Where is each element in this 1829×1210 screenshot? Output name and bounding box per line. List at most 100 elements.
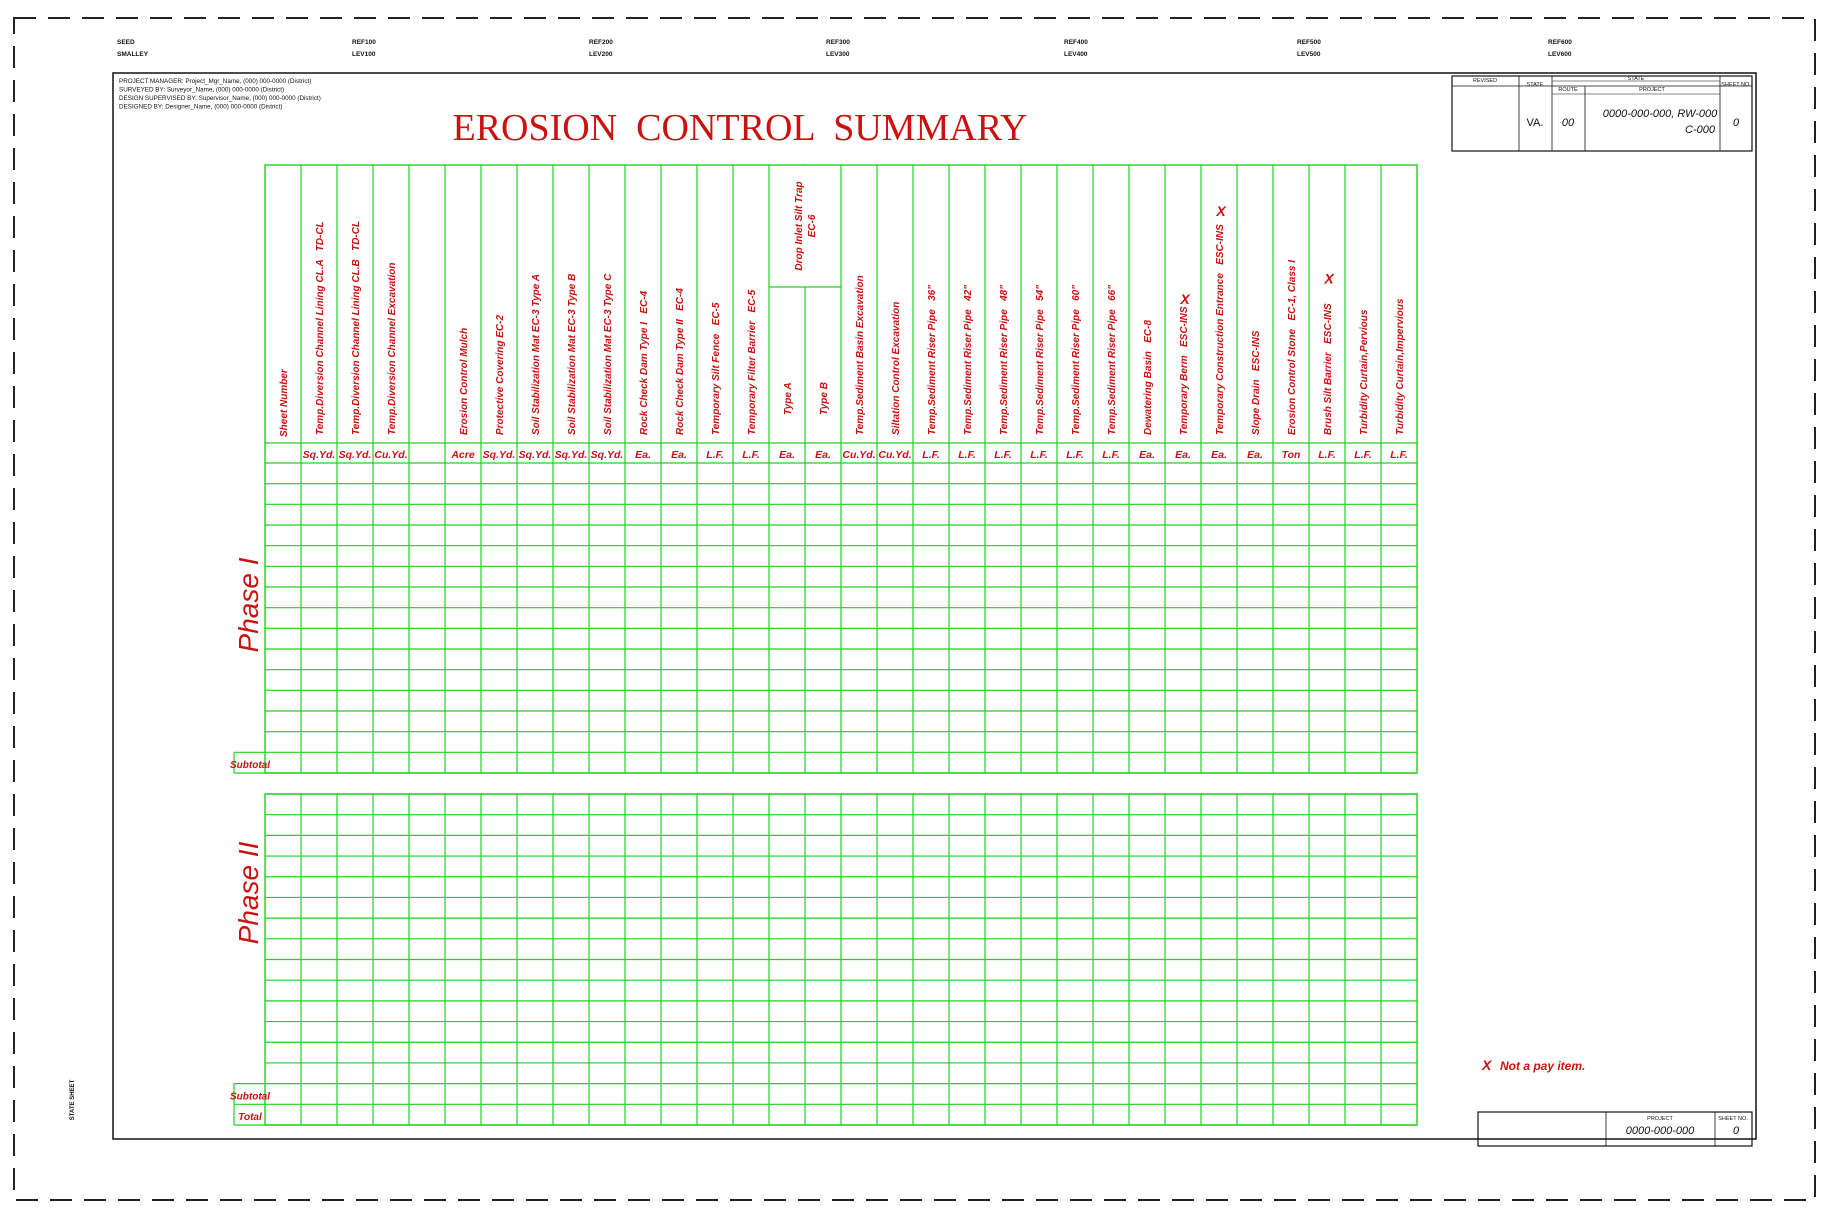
group-header-cover xyxy=(803,166,807,287)
unit-label: L.F. xyxy=(1318,449,1336,461)
unit-label: L.F. xyxy=(958,449,976,461)
state-value: VA. xyxy=(1527,117,1544,129)
project-info: PROJECT MANAGER: Project_Mgr_Name, (000)… xyxy=(119,78,321,111)
revised-label: REVISED xyxy=(1473,78,1497,84)
page-title: EROSION CONTROL SUMMARY xyxy=(453,107,1028,149)
x-mark-icon: X xyxy=(1323,270,1335,286)
group-header-title: Drop Inlet Silt Trap xyxy=(794,181,805,270)
unit-label: Cu.Yd. xyxy=(842,449,875,461)
unit-label: L.F. xyxy=(1354,449,1372,461)
ref-label: REF300 xyxy=(826,39,850,46)
ref-label: REF200 xyxy=(589,39,613,46)
bottom-sheet-no-value: 0 xyxy=(1733,1125,1740,1137)
column-header: Temp.Sediment Basin Excavation xyxy=(855,275,866,435)
ref-label: REF100 xyxy=(352,39,376,46)
level-label: LEV100 xyxy=(352,51,376,58)
unit-label: Cu.Yd. xyxy=(374,449,407,461)
unit-label: Cu.Yd. xyxy=(878,449,911,461)
column-header: Turbidity Curtain,Impervious xyxy=(1395,298,1406,435)
title-block: REVISED STATE STATE ROUTE PROJECT SHEET … xyxy=(1451,75,1753,152)
total-label: Total xyxy=(238,1112,262,1123)
unit-label: Ea. xyxy=(1247,449,1263,461)
column-header: Temporary Silt Fence EC-5 xyxy=(711,302,722,435)
project-value: 0000-000-000, RW-000 xyxy=(1603,108,1718,120)
column-header: Temp.Sediment Riser Pipe 60" xyxy=(1071,285,1082,435)
level-label: LEV600 xyxy=(1548,51,1572,58)
ref-label: SEED xyxy=(117,39,135,46)
unit-label: L.F. xyxy=(994,449,1012,461)
bottom-title-block: PROJECT SHEET NO. 0000-000-000 0 xyxy=(1477,1111,1753,1147)
x-mark-icon: X xyxy=(1481,1057,1493,1073)
x-mark-icon: X xyxy=(1179,291,1191,307)
column-header: Temp.Sediment Riser Pipe 36" xyxy=(927,285,938,435)
column-header: Soil Stabilization Mat EC-3 Type A xyxy=(531,274,542,435)
ref-label: REF400 xyxy=(1064,39,1088,46)
unit-label: Sq.Yd. xyxy=(591,449,624,461)
column-header: Rock Check Dam Type I EC-4 xyxy=(639,290,650,435)
dashed-border xyxy=(13,17,1816,1201)
subtotal-label: Subtotal xyxy=(230,760,270,771)
unit-label: Ea. xyxy=(671,449,687,461)
subtotal-label: Subtotal xyxy=(230,1091,270,1102)
unit-label: Ea. xyxy=(1211,449,1227,461)
note-text: Not a pay item. xyxy=(1500,1059,1585,1073)
level-label: LEV500 xyxy=(1297,51,1321,58)
sheet-no-label: SHEET NO. xyxy=(1721,82,1751,88)
column-header: Soil Stabilization Mat EC-3 Type C xyxy=(603,273,614,435)
column-header: Type B xyxy=(819,382,830,415)
level-label: LEV300 xyxy=(826,51,850,58)
bottom-project-value: 0000-000-000 xyxy=(1626,1125,1695,1137)
route-label: ROUTE xyxy=(1558,87,1578,93)
phase-1-label: Phase I xyxy=(233,557,264,652)
column-header: Temporary Construction Entrance ESC-INS xyxy=(1215,224,1226,435)
ref-label: REF600 xyxy=(1548,39,1572,46)
column-header: Dewatering Basin EC-8 xyxy=(1143,320,1154,435)
ref-label: REF500 xyxy=(1297,39,1321,46)
unit-label: Acre xyxy=(450,449,475,461)
column-header: Slope Drain ESC-INS xyxy=(1251,330,1262,435)
bottom-project-label: PROJECT xyxy=(1647,1116,1673,1122)
unit-label: L.F. xyxy=(742,449,760,461)
sheet-frame xyxy=(112,72,1757,1140)
reference-files: SEED SMALLEY REF100 LEV100 REF200 LEV200 REF30… xyxy=(117,39,1572,58)
column-header: Protective Covering EC-2 xyxy=(495,315,506,435)
unit-label: Sq.Yd. xyxy=(303,449,336,461)
column-header: Temporary Berm ESC-INS xyxy=(1179,306,1190,435)
level-label: LEV400 xyxy=(1064,51,1088,58)
project-value-line2: C-000 xyxy=(1685,124,1716,136)
phase-2-label: Phase II xyxy=(233,841,264,944)
column-header: Temp.Diversion Channel Lining CL.A TD-CL xyxy=(315,221,326,435)
unit-label: Sq.Yd. xyxy=(555,449,588,461)
unit-label: Ea. xyxy=(815,449,831,461)
project-info-line: DESIGN SUPERVISED BY: Supervisor_Name, (… xyxy=(119,95,321,102)
column-header: Soil Stabilization Mat EC-3 Type B xyxy=(567,274,578,435)
column-header: Turbidity Curtain,Pervious xyxy=(1359,309,1370,435)
column-header: Temp.Diversion Channel Lining CL.B TD-CL xyxy=(351,221,362,435)
column-header: Temp.Diversion Channel Excavation xyxy=(387,263,398,435)
unit-label: L.F. xyxy=(922,449,940,461)
sheet-no-value: 0 xyxy=(1733,117,1740,129)
column-header: Siltation Control Excavation xyxy=(891,302,902,435)
state-label: STATE xyxy=(1527,82,1544,88)
project-label: PROJECT xyxy=(1639,87,1665,93)
column-header: Temp.Sediment Riser Pipe 42" xyxy=(963,285,974,435)
column-header: Erosion Control Stone EC-1, Class I xyxy=(1287,260,1298,435)
unit-label: Ea. xyxy=(1175,449,1191,461)
route-value: 00 xyxy=(1562,117,1575,129)
level-label: SMALLEY xyxy=(117,51,149,58)
level-label: LEV200 xyxy=(589,51,613,58)
column-header: Temp.Sediment Riser Pipe 48" xyxy=(999,285,1010,435)
column-header: Temporary Filter Barrier EC-5 xyxy=(747,289,758,435)
side-stamp: STATE SHEET xyxy=(70,1079,76,1120)
column-header: Erosion Control Mulch xyxy=(459,328,470,435)
unit-label: L.F. xyxy=(706,449,724,461)
state-header-label: STATE xyxy=(1628,76,1645,82)
summary-table: Subtotal Subtotal Total Sheet Number Drop In… xyxy=(230,164,1418,1126)
group-header-code: EC-6 xyxy=(807,214,818,237)
x-mark-icon: X xyxy=(1215,203,1227,219)
unit-label: L.F. xyxy=(1390,449,1408,461)
unit-label: Sq.Yd. xyxy=(519,449,552,461)
unit-label: L.F. xyxy=(1102,449,1120,461)
column-header: Temp.Sediment Riser Pipe 54" xyxy=(1035,285,1046,435)
